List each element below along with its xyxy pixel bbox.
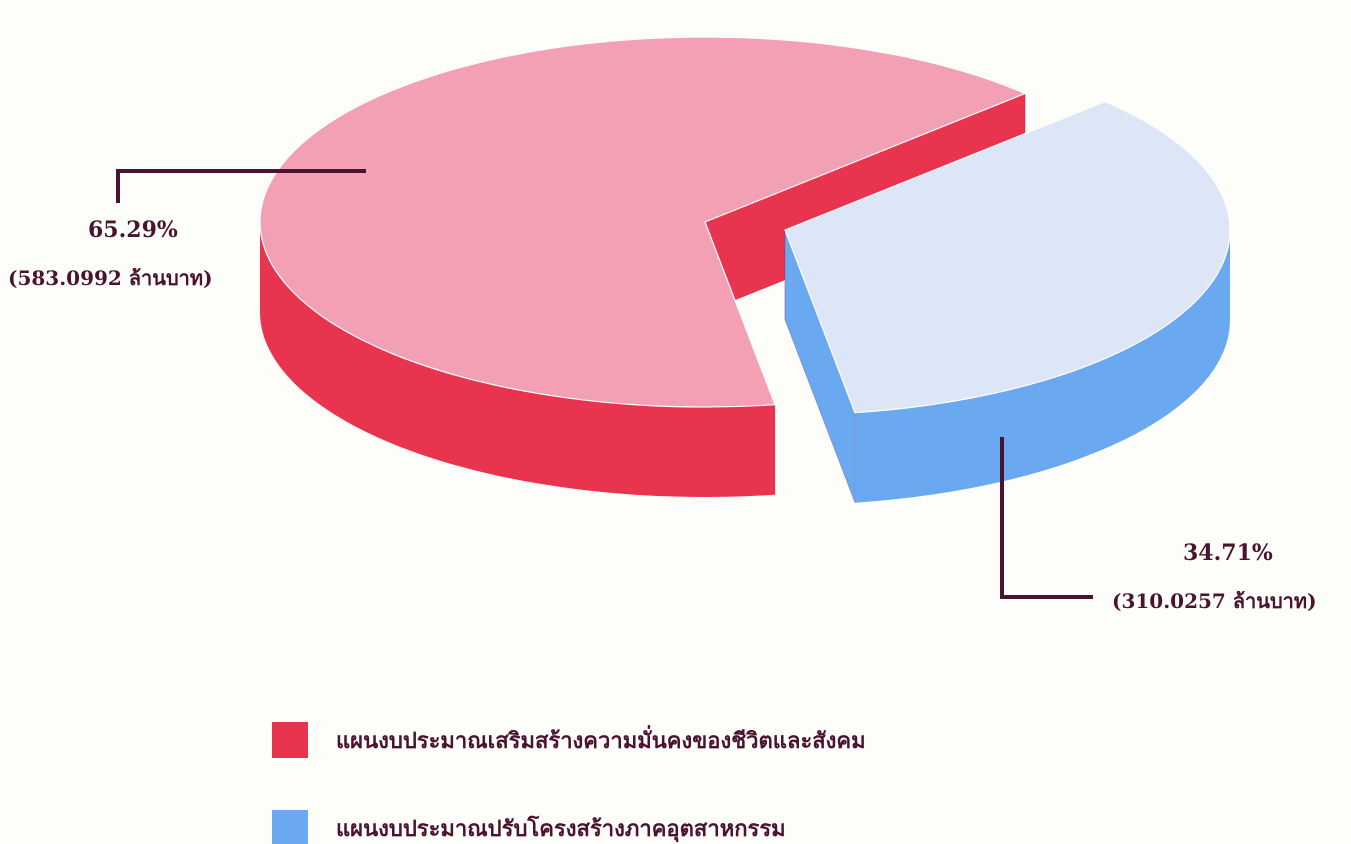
legend-label-2: แผนงบประมาณปรับโครงสร้างภาคอุตสาหกรรม — [336, 816, 786, 842]
slice-1-top — [259, 36, 1027, 408]
slice-1-rim — [260, 222, 775, 498]
slice-2-value-label: (310.0257 ล้านบาท) — [1112, 589, 1317, 613]
slice-1-value-label: (583.0992 ล้านบาท) — [8, 266, 213, 290]
slice-1-percent-label: 65.29% — [88, 217, 178, 243]
legend-label-1: แผนงบประมาณเสริมสร้างความมั่นคงของชีวิตแ… — [336, 728, 866, 754]
leader-line-2 — [1000, 437, 1093, 599]
slice-2-top — [784, 100, 1231, 414]
legend-item-1: แผนงบประมาณเสริมสร้างความมั่นคงของชีวิตแ… — [272, 722, 866, 758]
legend-swatch-2 — [272, 810, 308, 844]
legend-item-2: แผนงบประมาณปรับโครงสร้างภาคอุตสาหกรรม — [272, 810, 786, 844]
legend-swatch-1 — [272, 722, 308, 758]
pie-slice-2 — [784, 100, 1231, 503]
leader-line-1 — [116, 169, 366, 203]
slice-2-percent-label: 34.71% — [1183, 540, 1273, 566]
slice-2-rim — [854, 230, 1230, 503]
